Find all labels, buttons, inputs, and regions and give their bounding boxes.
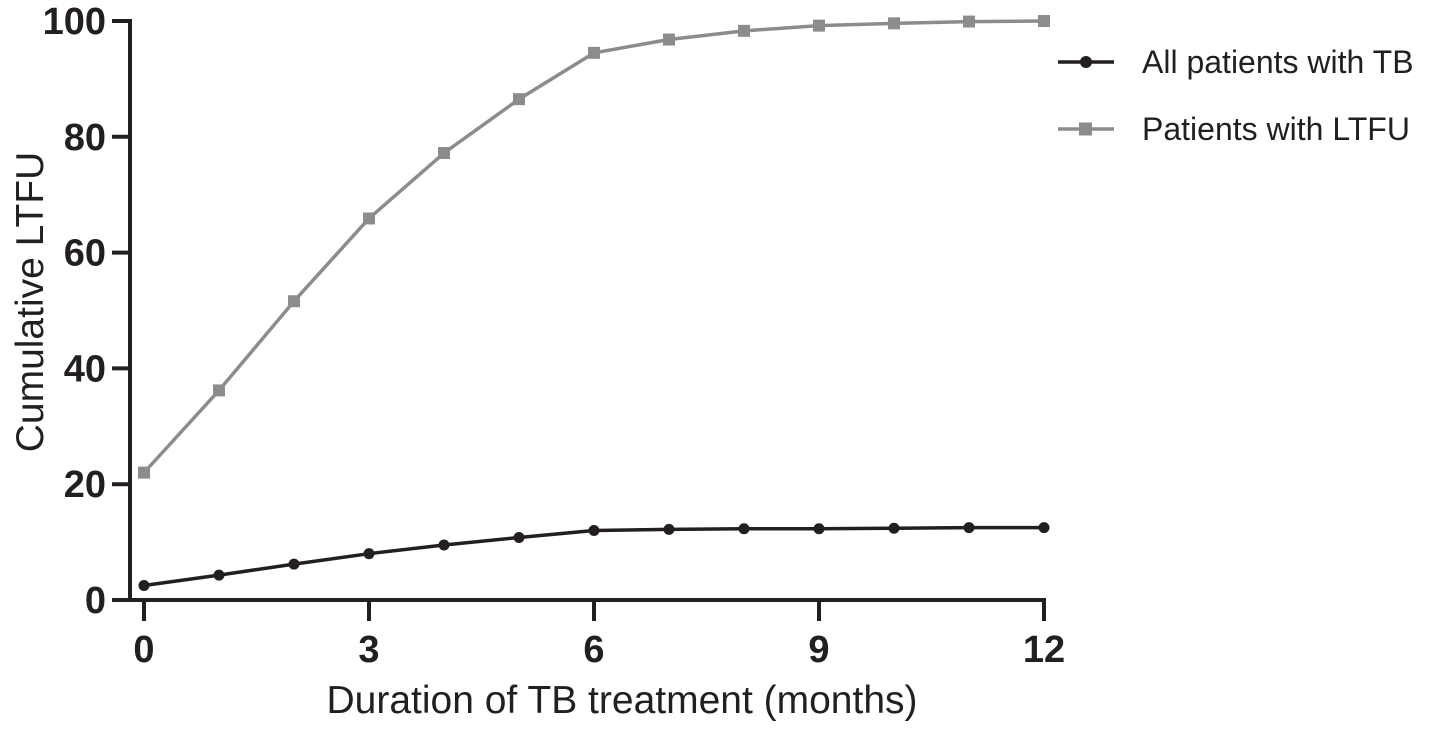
data-point-square: [888, 17, 900, 30]
data-point-square: [813, 19, 825, 32]
x-tick-label: 9: [808, 629, 829, 671]
x-tick-label: 3: [358, 629, 379, 671]
line-circle-marker-icon: [1058, 56, 1114, 68]
data-point-circle: [588, 525, 600, 537]
series-line-ltfu: [142, 19, 1045, 474]
data-point-circle: [438, 539, 450, 551]
legend-label-ltfu: Patients with LTFU: [1142, 110, 1410, 147]
legend: All patients with TB Patients with LTFU: [1057, 42, 1414, 149]
axes-frame: [128, 19, 1046, 602]
y-tick-label: 20: [64, 464, 106, 506]
data-point-square: [213, 384, 225, 397]
data-point-square: [738, 24, 750, 37]
legend-item-ltfu: Patients with LTFU: [1057, 109, 1414, 149]
data-point-circle: [963, 522, 975, 534]
data-point-square: [363, 212, 375, 225]
y-tick-label: 0: [85, 580, 106, 622]
data-point-square: [963, 15, 975, 28]
legend-label-all-patients: All patients with TB: [1142, 43, 1414, 80]
data-point-circle: [663, 523, 675, 535]
y-tick-label: 80: [64, 117, 106, 159]
data-point-circle: [738, 523, 750, 535]
x-tick-label: 12: [1023, 629, 1065, 671]
data-point-square: [138, 466, 150, 479]
x-axis-title: Duration of TB treatment (months): [326, 679, 918, 722]
x-tick-label: 0: [133, 629, 154, 671]
y-tick-label: 60: [64, 233, 106, 275]
data-point-square: [288, 295, 300, 308]
data-point-square: [513, 93, 525, 106]
line-square-marker-icon: [1058, 122, 1114, 136]
series-line-all-patients: [143, 525, 1044, 588]
data-point-circle: [888, 522, 900, 534]
data-point-square: [663, 33, 675, 46]
data-point-circle: [513, 531, 525, 543]
x-tick-label: 6: [583, 629, 604, 671]
data-point-square: [1038, 15, 1050, 27]
data-point-circle: [813, 523, 825, 535]
data-point-circle: [288, 558, 300, 570]
y-axis-title: Cumulative LTFU: [9, 151, 52, 453]
data-point-circle: [213, 569, 225, 581]
data-point-square: [588, 46, 600, 59]
data-point-circle: [363, 548, 375, 560]
legend-item-all-patients: All patients with TB: [1057, 42, 1414, 82]
data-point-square: [438, 147, 450, 160]
y-tick-label: 100: [43, 1, 106, 43]
y-tick-label: 40: [64, 348, 106, 390]
data-point-circle: [1038, 522, 1050, 534]
data-point-circle: [138, 580, 150, 592]
